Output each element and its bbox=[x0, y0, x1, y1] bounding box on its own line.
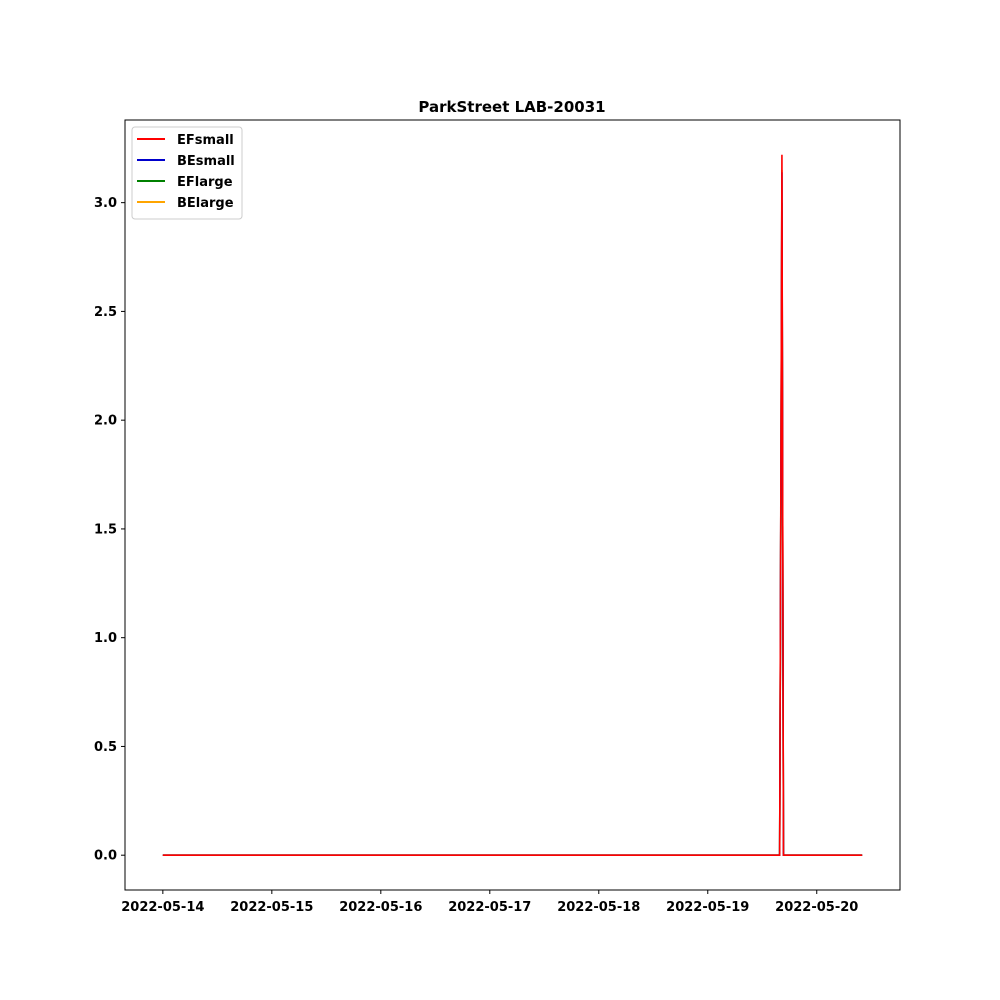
y-tick-label: 1.0 bbox=[94, 631, 117, 646]
y-tick-label: 0.5 bbox=[94, 740, 117, 755]
x-tick-label: 2022-05-18 bbox=[557, 900, 640, 915]
x-axis: 2022-05-14 2022-05-15 2022-05-16 2022-05-17… bbox=[121, 890, 858, 915]
x-tick-label: 2022-05-14 bbox=[121, 900, 204, 915]
y-axis: 0.0 0.5 1.0 1.5 2.0 2.5 3.0 bbox=[94, 196, 125, 864]
y-tick-label: 1.5 bbox=[94, 522, 117, 537]
plot-frame bbox=[124, 119, 901, 891]
legend-label-belarge: BElarge bbox=[177, 196, 234, 211]
plot-area bbox=[125, 120, 900, 890]
x-tick-label: 2022-05-16 bbox=[339, 900, 422, 915]
series-line-efsmall bbox=[162, 154, 863, 857]
x-tick-label: 2022-05-15 bbox=[230, 900, 313, 915]
x-tick-label: 2022-05-17 bbox=[448, 900, 531, 915]
series-layer bbox=[162, 154, 863, 857]
legend-label-besmall: BEsmall bbox=[177, 154, 235, 169]
legend-box bbox=[131, 126, 243, 220]
legend: EFsmall BEsmall EFlarge BElarge bbox=[131, 126, 243, 220]
x-tick-label: 2022-05-19 bbox=[666, 900, 749, 915]
y-tick-label: 3.0 bbox=[94, 196, 117, 211]
chart-title: ParkStreet LAB-20031 bbox=[418, 98, 605, 116]
y-tick-label: 0.0 bbox=[94, 849, 117, 864]
legend-label-efsmall: EFsmall bbox=[177, 133, 234, 148]
y-tick-label: 2.5 bbox=[94, 305, 117, 320]
x-tick-label: 2022-05-20 bbox=[775, 900, 858, 915]
y-tick-label: 2.0 bbox=[94, 414, 117, 429]
legend-label-eflarge: EFlarge bbox=[177, 175, 233, 190]
